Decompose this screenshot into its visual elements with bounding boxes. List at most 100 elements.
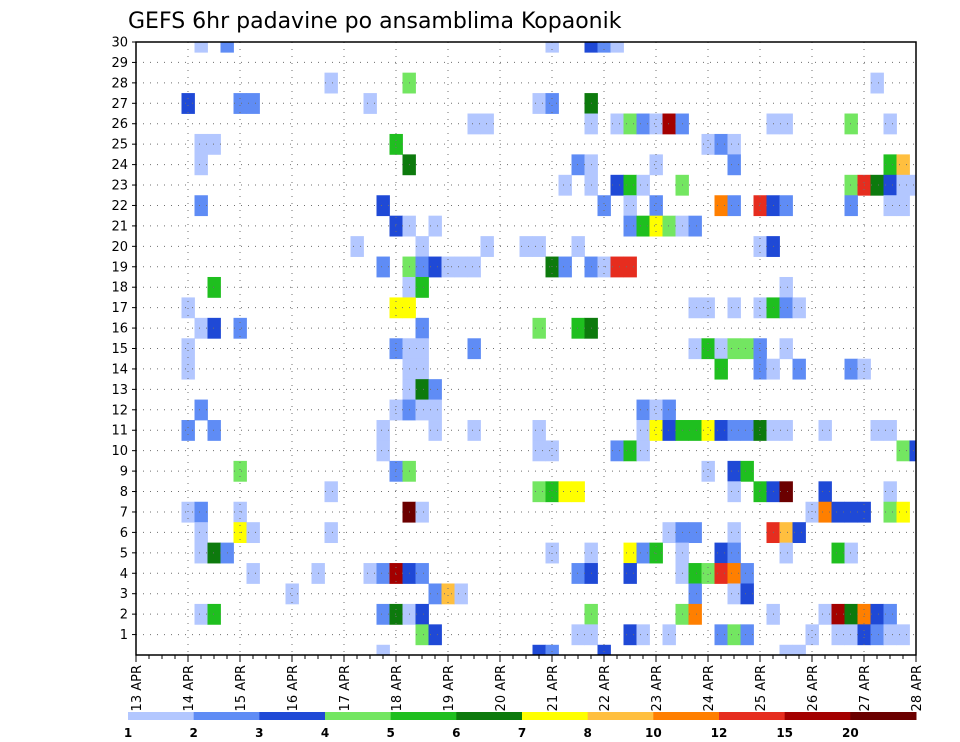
precip-cell bbox=[623, 174, 637, 196]
y-tick-label: 5 bbox=[120, 546, 128, 561]
precip-cell bbox=[727, 522, 741, 544]
precip-cell bbox=[896, 154, 910, 176]
x-tick-label: 15 APR bbox=[234, 665, 249, 711]
precip-cell bbox=[649, 154, 663, 176]
precip-cell bbox=[389, 215, 403, 237]
precip-cell bbox=[818, 603, 832, 625]
precip-cell bbox=[467, 256, 481, 278]
precip-cell bbox=[896, 501, 910, 523]
precip-cell bbox=[688, 420, 702, 441]
precip-cell bbox=[194, 317, 208, 339]
precip-cell bbox=[571, 481, 585, 503]
precip-cell bbox=[792, 644, 806, 656]
precip-cell bbox=[623, 113, 637, 135]
precip-cell bbox=[636, 174, 650, 196]
y-tick-label: 28 bbox=[111, 76, 128, 91]
precip-cell bbox=[415, 256, 429, 278]
precip-cell bbox=[740, 420, 754, 441]
precip-cell bbox=[376, 644, 390, 656]
precip-cell bbox=[831, 603, 845, 625]
precip-cell bbox=[844, 603, 858, 625]
precip-cell bbox=[181, 501, 195, 523]
y-tick-label: 18 bbox=[111, 281, 128, 296]
precip-cell bbox=[389, 460, 403, 482]
precip-cell bbox=[415, 399, 429, 421]
precip-cell bbox=[532, 644, 546, 656]
precip-cell bbox=[636, 542, 650, 564]
precip-cell bbox=[207, 317, 221, 339]
legend-swatch bbox=[193, 712, 260, 720]
precip-cell bbox=[727, 563, 741, 584]
precip-cell bbox=[545, 93, 559, 114]
precip-cell bbox=[688, 583, 702, 605]
precip-cell bbox=[532, 236, 546, 257]
precip-cell bbox=[454, 583, 468, 605]
y-tick-label: 27 bbox=[111, 97, 128, 112]
color-legend: 1 2 3 4 5 6 7 8 10 12 15 20 bbox=[124, 712, 917, 740]
precip-cell bbox=[597, 644, 611, 656]
precip-cell bbox=[233, 501, 247, 523]
precip-cell bbox=[428, 583, 442, 605]
precip-cell bbox=[376, 256, 390, 278]
precip-cell bbox=[818, 501, 832, 523]
precip-cell bbox=[779, 297, 793, 319]
precip-cell bbox=[883, 481, 897, 503]
precip-cell bbox=[753, 420, 767, 441]
x-tick-label: 25 APR bbox=[754, 665, 769, 711]
precip-cell bbox=[779, 542, 793, 564]
precip-cell bbox=[649, 215, 663, 237]
precip-cell bbox=[441, 583, 455, 605]
precip-cell bbox=[571, 317, 585, 339]
precip-cell bbox=[194, 133, 208, 155]
precip-cell bbox=[623, 542, 637, 564]
precip-cell bbox=[779, 420, 793, 441]
precip-cell bbox=[571, 154, 585, 176]
precip-cell bbox=[831, 624, 845, 646]
y-tick-label: 1 bbox=[120, 628, 128, 643]
precip-cell bbox=[376, 440, 390, 462]
precip-cell bbox=[415, 338, 429, 360]
precip-cell bbox=[870, 174, 884, 196]
precip-cell bbox=[649, 195, 663, 217]
precip-cell bbox=[779, 195, 793, 217]
precip-cell bbox=[194, 399, 208, 421]
precip-cell bbox=[636, 440, 650, 462]
y-tick-label: 4 bbox=[120, 567, 128, 582]
precip-cell bbox=[753, 481, 767, 503]
precip-cell bbox=[194, 501, 208, 523]
precip-cell bbox=[740, 624, 754, 646]
precip-cell bbox=[532, 317, 546, 339]
y-tick-label: 14 bbox=[111, 362, 128, 377]
legend-swatch bbox=[719, 712, 786, 720]
precip-cell bbox=[194, 195, 208, 217]
precip-cell bbox=[233, 460, 247, 482]
precip-cell bbox=[636, 420, 650, 441]
precip-cell bbox=[610, 440, 624, 462]
precip-cell bbox=[376, 195, 390, 217]
legend-swatch bbox=[653, 712, 720, 720]
precip-cell bbox=[415, 358, 429, 380]
legend-label: 20 bbox=[842, 726, 859, 740]
precip-cell bbox=[584, 42, 598, 53]
precip-cell bbox=[610, 256, 624, 278]
precip-cell bbox=[662, 624, 676, 646]
precip-cell bbox=[688, 215, 702, 237]
x-tick-label: 16 APR bbox=[286, 665, 301, 711]
precip-cell bbox=[714, 542, 728, 564]
legend-swatch bbox=[390, 712, 457, 720]
precip-cell bbox=[844, 624, 858, 646]
precip-cell bbox=[844, 195, 858, 217]
legend-label: 5 bbox=[386, 726, 394, 740]
y-tick-label: 19 bbox=[111, 260, 128, 275]
precip-cell bbox=[649, 399, 663, 421]
precip-cell bbox=[688, 522, 702, 544]
precip-cell bbox=[376, 563, 390, 584]
precip-cell bbox=[415, 624, 429, 646]
x-tick-label: 14 APR bbox=[182, 665, 197, 711]
precip-cell bbox=[662, 113, 676, 135]
legend-swatch bbox=[784, 712, 851, 720]
legend-swatch bbox=[456, 712, 523, 720]
precip-cell bbox=[428, 420, 442, 441]
y-tick-label: 7 bbox=[120, 505, 128, 520]
precip-cell bbox=[753, 338, 767, 360]
